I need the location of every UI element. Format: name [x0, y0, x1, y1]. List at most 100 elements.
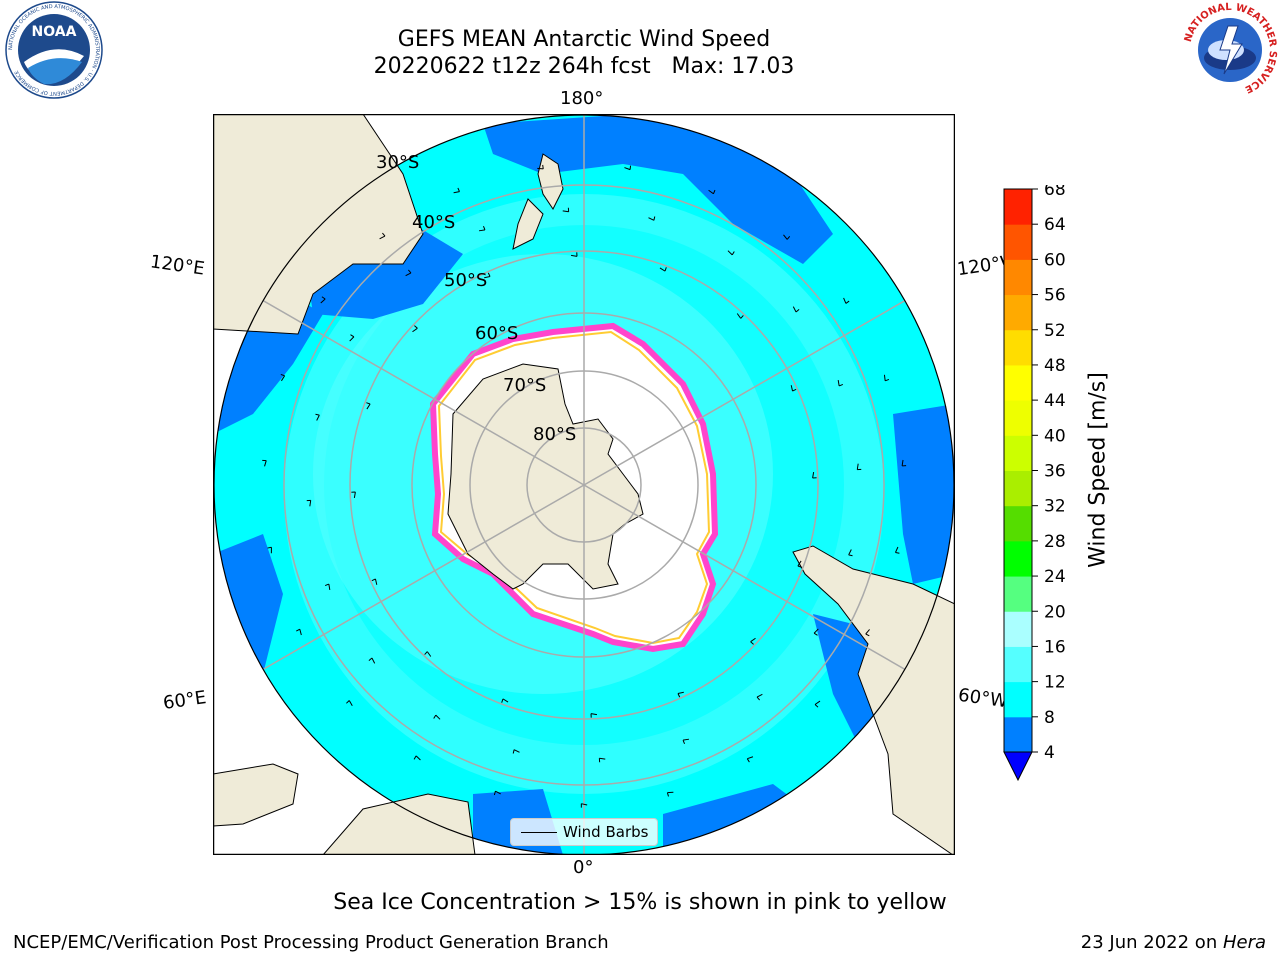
wind-barb — [883, 374, 890, 382]
colorbar-tick-label: 8 — [1044, 708, 1055, 728]
lat-label-70s: 70°S — [503, 375, 547, 396]
wind-barb — [453, 187, 460, 194]
wind-barb — [682, 738, 690, 745]
footer-credit: NCEP/EMC/Verification Post Processing Pr… — [13, 932, 609, 953]
lon-label-180: 180° — [560, 88, 604, 109]
new-zealand — [537, 153, 564, 210]
colorbar-segment — [1004, 189, 1032, 225]
colorbar-tick-label: 24 — [1044, 567, 1066, 587]
colorbar-segment — [1004, 259, 1032, 296]
graticule — [214, 115, 954, 855]
wind-barb — [368, 657, 376, 664]
wind-barb — [306, 499, 312, 507]
lat-label-80s: 80°S — [533, 424, 577, 445]
lon-label-0: 0° — [573, 857, 594, 878]
colorbar-segment — [1004, 681, 1032, 718]
colorbar-tick-label: 28 — [1044, 532, 1066, 552]
chart-subtitle: 20220622 t12z 264h fcst Max: 17.03 — [373, 54, 795, 79]
wind-barb — [666, 791, 674, 797]
colorbar-segment — [1004, 435, 1032, 471]
colorbar-tick-label: 32 — [1044, 497, 1066, 517]
calm-patch-right — [893, 404, 954, 584]
colorbar-segment — [1004, 540, 1032, 577]
wind-barb — [837, 379, 844, 387]
chart-title: GEFS MEAN Antarctic Wind Speed — [397, 27, 771, 52]
colorbar-underflow — [1003, 751, 1033, 782]
antarctica — [447, 363, 644, 590]
wind-barb — [478, 225, 486, 232]
colorbar-segment — [1004, 400, 1032, 436]
sea-ice-note: Sea Ice Concentration > 15% is shown in … — [333, 890, 947, 915]
wind-barb — [512, 749, 520, 754]
colorbar-tick-label: 44 — [1044, 391, 1066, 411]
wind-barb — [351, 491, 356, 499]
colorbar-tick-label: 68 — [1044, 185, 1066, 200]
wind-barb — [262, 459, 267, 467]
wind-barb — [562, 207, 570, 213]
colorbar-segment — [1004, 470, 1032, 507]
wind-barb — [424, 651, 432, 657]
wind-barb — [624, 165, 632, 171]
wind-barb — [648, 216, 656, 221]
wind-barb — [814, 700, 821, 708]
footer-date-text: 23 Jun 2022 on — [1080, 932, 1223, 953]
colorbar-tick-label: 4 — [1044, 743, 1055, 763]
wind-barb — [320, 296, 326, 304]
wind-barb — [537, 164, 544, 170]
wind-barb — [484, 272, 491, 279]
wind-barb — [856, 463, 862, 471]
wind-barbs-legend: Wind Barbs — [510, 818, 658, 846]
wind-barb — [371, 578, 378, 585]
wind-barb — [580, 803, 588, 808]
colorbar-segment — [1004, 716, 1032, 753]
colorbar-tick-label: 60 — [1044, 250, 1066, 270]
wind-barb — [727, 250, 735, 256]
wind-barb — [797, 560, 802, 568]
map-frame — [213, 114, 955, 855]
wind-barb — [750, 637, 756, 645]
wind-barb — [783, 234, 791, 240]
lat-label-40s: 40°S — [412, 212, 456, 233]
lon-label-60e: 60°E — [161, 687, 208, 714]
colorbar-label: Wind Speed [m/s] — [1085, 372, 1111, 568]
wind-barb — [843, 297, 850, 304]
wind-barb — [324, 583, 331, 591]
wind-barb — [280, 373, 286, 382]
colorbar-tick-label: 64 — [1044, 215, 1066, 235]
wind-barb — [296, 628, 302, 636]
noaa-logo: NOAA NATIONAL OCEANIC AND ATMOSPHERIC AD… — [5, 1, 103, 99]
wind-barb — [677, 691, 684, 698]
colorbar-tick-label: 40 — [1044, 426, 1066, 446]
colorbar-segment — [1004, 294, 1032, 331]
polar-map — [213, 114, 955, 855]
wind-barb — [433, 714, 441, 720]
colorbar-segment — [1004, 611, 1032, 647]
wind-barb — [349, 334, 355, 342]
wind-barbs — [262, 164, 907, 808]
wind-barb — [736, 313, 744, 319]
colorbar-tick-label: 16 — [1044, 637, 1066, 657]
wind-barb — [267, 546, 272, 554]
wind-barb — [413, 755, 421, 761]
wind-barb — [895, 546, 900, 554]
wind-barb — [848, 549, 853, 557]
footer-date: 23 Jun 2022 on Hera — [1081, 932, 1266, 953]
wind-barb — [598, 757, 606, 763]
wind-barb — [590, 713, 598, 718]
lon-label-120e: 120°E — [148, 251, 206, 280]
legend-line — [521, 832, 557, 833]
wind-barb — [708, 189, 716, 195]
africa-land — [213, 763, 299, 827]
wind-barb — [812, 471, 817, 479]
lat-label-50s: 50°S — [444, 270, 488, 291]
wind-barb — [501, 698, 509, 703]
colorbar-segment — [1004, 364, 1032, 401]
colorbar-tick-label: 48 — [1044, 356, 1066, 376]
colorbar-tick-label: 20 — [1044, 602, 1066, 622]
wind-barb — [792, 306, 800, 313]
wind-barb — [493, 790, 501, 796]
sea-ice-inner-edge — [437, 330, 711, 645]
colorbar-tick-label: 56 — [1044, 286, 1066, 306]
wind-barb — [790, 385, 797, 392]
